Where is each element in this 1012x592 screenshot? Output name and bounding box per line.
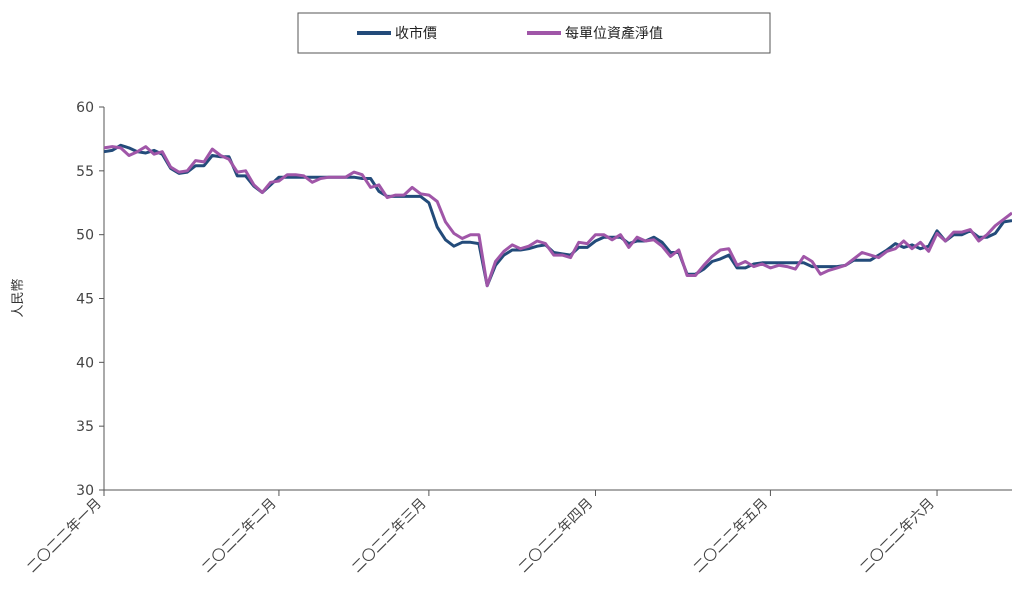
legend-label-nav-per-unit: 每單位資產淨值 xyxy=(565,25,663,42)
x-ticks: 二〇二二年一月 二〇二二年二月 二〇二二年三月 二〇二二年四月 二〇二二年五月 二〇二二年… xyxy=(24,490,938,576)
x-tick-label: 二〇二二年二月 xyxy=(199,496,280,577)
y-tick-label: 40 xyxy=(76,355,94,371)
legend-label-close-price: 收市價 xyxy=(395,25,437,42)
y-tick-label: 60 xyxy=(76,100,94,116)
series-group xyxy=(104,145,1012,285)
y-tick-label: 50 xyxy=(76,228,94,244)
axes xyxy=(104,107,1012,490)
x-tick-label: 二〇二二年三月 xyxy=(349,496,430,577)
x-tick-label: 二〇二二年四月 xyxy=(516,496,597,577)
x-tick-label: 二〇二二年五月 xyxy=(691,496,772,577)
y-tick-label: 35 xyxy=(76,419,94,435)
series-line-close-price xyxy=(104,145,1012,285)
y-axis-label: 人民幣 xyxy=(11,278,26,317)
y-tick-label: 55 xyxy=(76,164,94,180)
x-tick-label: 二〇二二年一月 xyxy=(24,496,105,577)
x-tick-label: 二〇二二年六月 xyxy=(857,496,938,577)
y-tick-label: 45 xyxy=(76,292,94,308)
legend: 收市價 每單位資產淨值 xyxy=(298,13,770,53)
series-line-nav-per-unit xyxy=(104,147,1012,286)
